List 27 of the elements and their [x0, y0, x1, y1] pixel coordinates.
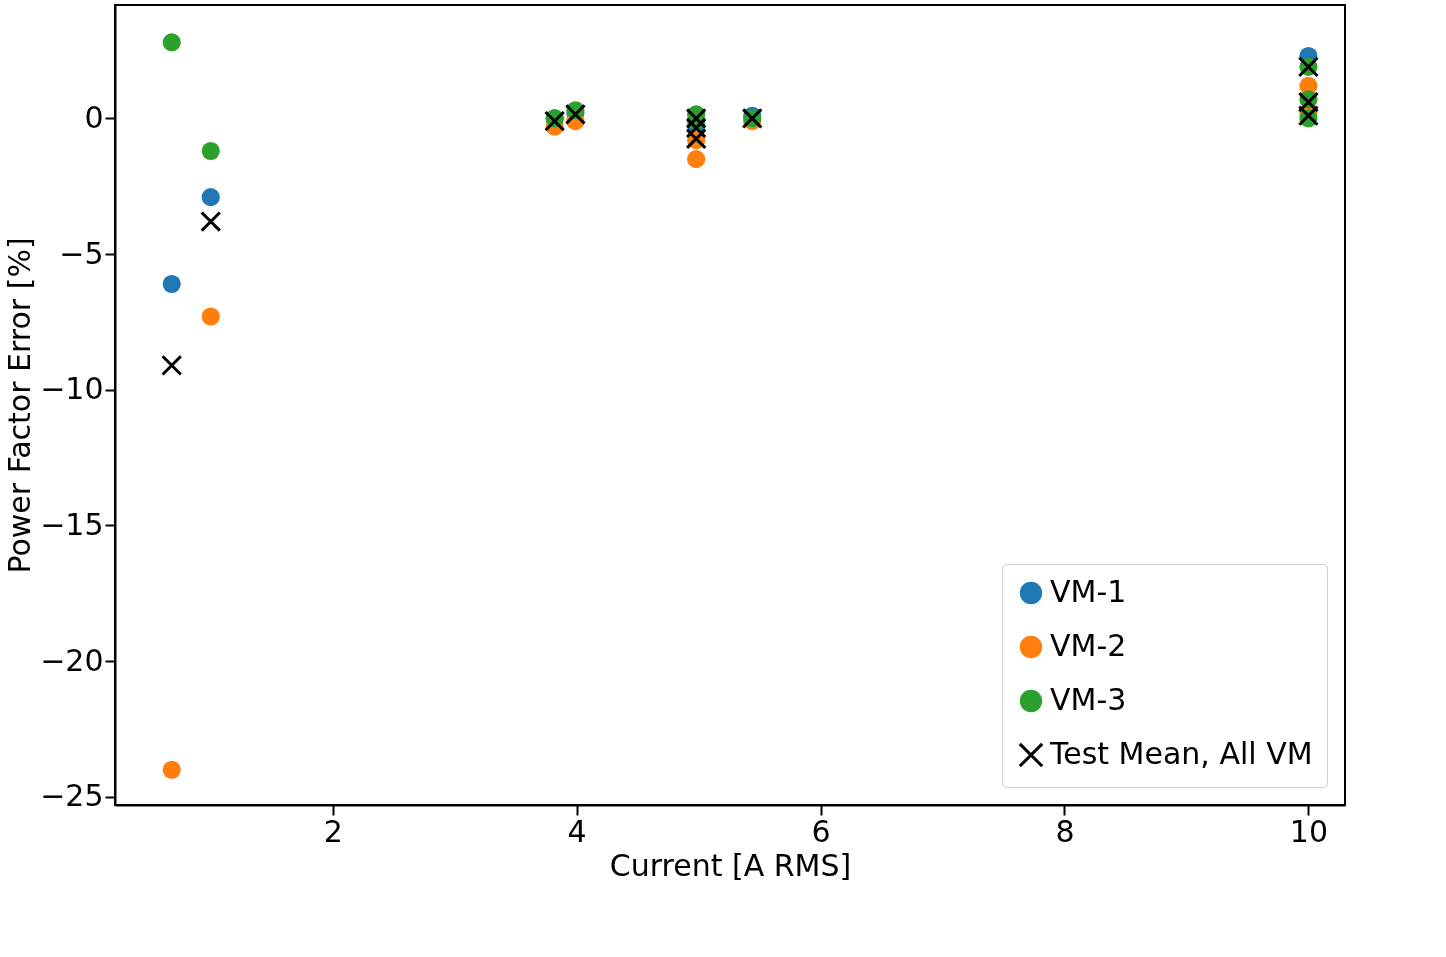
x-tick-label: 4 [567, 813, 587, 849]
y-tick-label: −20 [40, 642, 104, 678]
legend-label: Test Mean, All VM [1049, 736, 1313, 771]
x-axis-title: Current [A RMS] [609, 847, 852, 883]
point [200, 210, 222, 233]
point [201, 188, 220, 207]
y-tick-label: −5 [59, 235, 104, 271]
x-tick-label: 6 [811, 813, 831, 849]
point [162, 274, 181, 294]
point [687, 150, 706, 169]
y-axis-title: Power Factor Error [%] [2, 237, 38, 574]
legend-label: VM-2 [1050, 628, 1127, 663]
x-tick-label: 10 [1289, 813, 1328, 849]
y-tick-label: −10 [40, 371, 104, 407]
y-tick-label: 0 [84, 99, 104, 135]
y-tick-label: −15 [40, 506, 104, 542]
point [201, 307, 220, 326]
legend-label: VM-1 [1050, 574, 1127, 609]
x-tick-label: 2 [323, 813, 343, 849]
legend-label: VM-3 [1050, 682, 1127, 717]
point [685, 107, 707, 130]
x-tick-label: 8 [1055, 813, 1075, 849]
point [201, 141, 220, 161]
point [161, 354, 183, 376]
point [162, 760, 181, 779]
point [162, 33, 181, 52]
y-tick-label: −25 [40, 778, 104, 814]
